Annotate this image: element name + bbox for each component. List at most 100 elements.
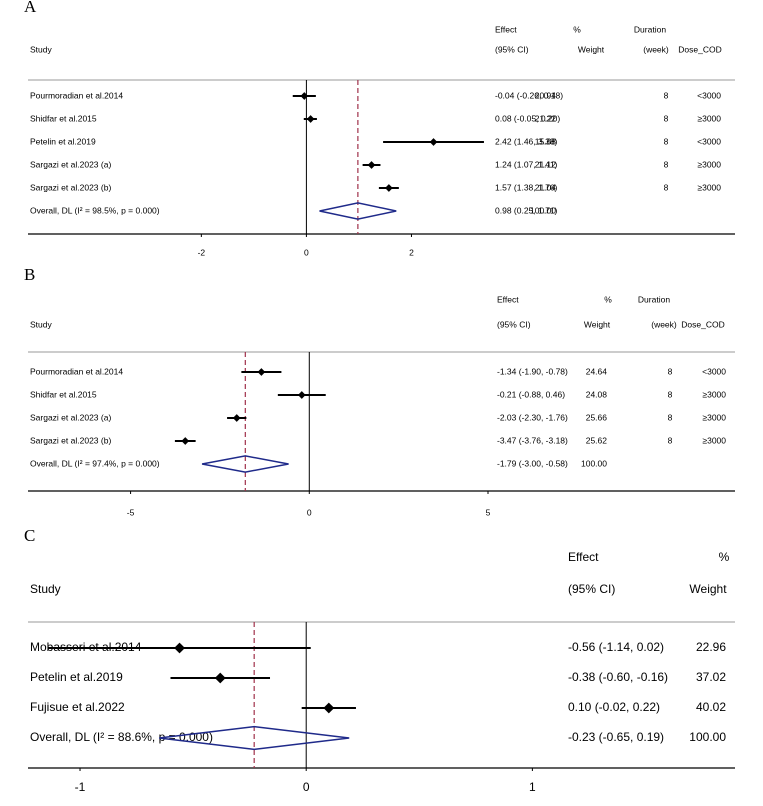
point-estimate xyxy=(367,161,376,169)
weight-header: Weight xyxy=(578,44,605,54)
weight-label: 21.22 xyxy=(535,113,557,123)
dose-header: Dose_COD xyxy=(681,319,724,329)
point-estimate xyxy=(385,184,393,192)
overall-effect-label: -1.79 (-3.00, -0.58) xyxy=(497,458,568,468)
ci-header: (95% CI) xyxy=(568,582,615,596)
weight-label: 40.02 xyxy=(696,700,726,714)
x-tick-label: -5 xyxy=(127,507,135,517)
study-name: Fujisue et al.2022 xyxy=(30,700,125,714)
study-name: Pourmoradian et al.2014 xyxy=(30,90,123,100)
point-estimate xyxy=(300,92,309,100)
point-estimate xyxy=(181,437,190,445)
dose-label: ≥3000 xyxy=(702,435,726,445)
study-name: Sargazi et al.2023 (b) xyxy=(30,182,111,192)
weight-label: 22.96 xyxy=(696,640,726,654)
effect-label: 0.10 (-0.02, 0.22) xyxy=(568,700,660,714)
duration-label: 8 xyxy=(668,366,673,376)
overall-effect-label: 0.98 (0.25, 1.71) xyxy=(495,205,558,215)
weight-header: Weight xyxy=(584,319,611,329)
x-tick-label: 0 xyxy=(307,507,312,517)
weight-label: 24.64 xyxy=(586,366,608,376)
effect-label: -0.38 (-0.60, -0.16) xyxy=(568,670,668,684)
overall-diamond xyxy=(319,202,397,220)
x-tick-label: -1 xyxy=(75,780,86,794)
overall-weight-label: 100.00 xyxy=(530,205,556,215)
effect-label: 2.42 (1.46, 3.38) xyxy=(495,136,558,146)
percent-header: % xyxy=(719,550,730,564)
point-estimate xyxy=(232,414,241,422)
x-tick-label: 2 xyxy=(409,247,414,257)
overall-effect-label: -0.23 (-0.65, 0.19) xyxy=(568,730,664,744)
point-estimate xyxy=(214,672,226,684)
duration-label: 8 xyxy=(664,182,669,192)
effect-header: Effect xyxy=(568,550,599,564)
study-name: Sargazi et al.2023 (a) xyxy=(30,159,111,169)
study-name: Petelin et al.2019 xyxy=(30,136,96,146)
effect-label: 0.08 (-0.05, 0.20) xyxy=(495,113,560,123)
x-tick-label: 5 xyxy=(486,507,491,517)
point-estimate xyxy=(306,115,315,123)
overall-label: Overall, DL (I² = 97.4%, p = 0.000) xyxy=(30,458,160,468)
effect-label: -3.47 (-3.76, -3.18) xyxy=(497,435,568,445)
duration-header: Duration xyxy=(638,294,670,304)
panel-label: B xyxy=(24,265,35,284)
overall-diamond xyxy=(201,455,289,473)
duration-label: 8 xyxy=(664,113,669,123)
week-header: (week) xyxy=(643,44,669,54)
effect-label: 1.24 (1.07, 1.41) xyxy=(495,159,558,169)
dose-label: <3000 xyxy=(697,136,721,146)
dose-label: ≥3000 xyxy=(697,182,721,192)
duration-label: 8 xyxy=(668,412,673,422)
weight-label: 15.68 xyxy=(535,136,557,146)
study-header: Study xyxy=(30,319,52,329)
dose-label: ≥3000 xyxy=(702,412,726,422)
study-header: Study xyxy=(30,582,61,596)
effect-label: -1.34 (-1.90, -0.78) xyxy=(497,366,568,376)
dose-label: ≥3000 xyxy=(702,389,726,399)
duration-header: Duration xyxy=(634,24,666,34)
percent-header: % xyxy=(573,24,581,34)
point-estimate xyxy=(174,642,185,654)
weight-label: 21.12 xyxy=(535,159,557,169)
dose-label: ≥3000 xyxy=(697,113,721,123)
panel-label: A xyxy=(24,0,37,16)
overall-diamond xyxy=(159,725,350,751)
overall-label: Overall, DL (I² = 88.6%, p = 0.000) xyxy=(30,730,213,744)
study-name: Shidfar et al.2015 xyxy=(30,113,97,123)
x-tick-label: -2 xyxy=(198,247,206,257)
study-name: Sargazi et al.2023 (a) xyxy=(30,412,111,422)
duration-label: 8 xyxy=(668,389,673,399)
study-name: Petelin et al.2019 xyxy=(30,670,123,684)
dose-label: <3000 xyxy=(702,366,726,376)
point-estimate xyxy=(257,368,266,376)
point-estimate xyxy=(429,138,438,146)
effect-header: Effect xyxy=(495,24,517,34)
duration-label: 8 xyxy=(668,435,673,445)
overall-weight-label: 100.00 xyxy=(689,730,726,744)
weight-label: 21.04 xyxy=(535,182,557,192)
dose-header: Dose_COD xyxy=(678,44,721,54)
weight-label: 25.62 xyxy=(586,435,608,445)
study-name: Sargazi et al.2023 (b) xyxy=(30,435,111,445)
study-header: Study xyxy=(30,44,52,54)
point-estimate xyxy=(323,702,335,714)
weight-label: 24.08 xyxy=(586,389,608,399)
x-tick-label: 0 xyxy=(303,780,310,794)
point-estimate xyxy=(297,391,306,399)
effect-label: -0.21 (-0.88, 0.46) xyxy=(497,389,565,399)
weight-header: Weight xyxy=(689,582,727,596)
ci-header: (95% CI) xyxy=(495,44,529,54)
percent-header: % xyxy=(604,294,612,304)
week-header: (week) xyxy=(651,319,677,329)
effect-label: 1.57 (1.38, 1.76) xyxy=(495,182,558,192)
weight-label: 20.94 xyxy=(535,90,557,100)
dose-label: <3000 xyxy=(697,90,721,100)
x-tick-label: 1 xyxy=(529,780,536,794)
study-name: Shidfar et al.2015 xyxy=(30,389,97,399)
effect-label: -0.56 (-1.14, 0.02) xyxy=(568,640,664,654)
overall-weight-label: 100.00 xyxy=(581,458,607,468)
study-name: Pourmoradian et al.2014 xyxy=(30,366,123,376)
weight-label: 25.66 xyxy=(586,412,608,422)
